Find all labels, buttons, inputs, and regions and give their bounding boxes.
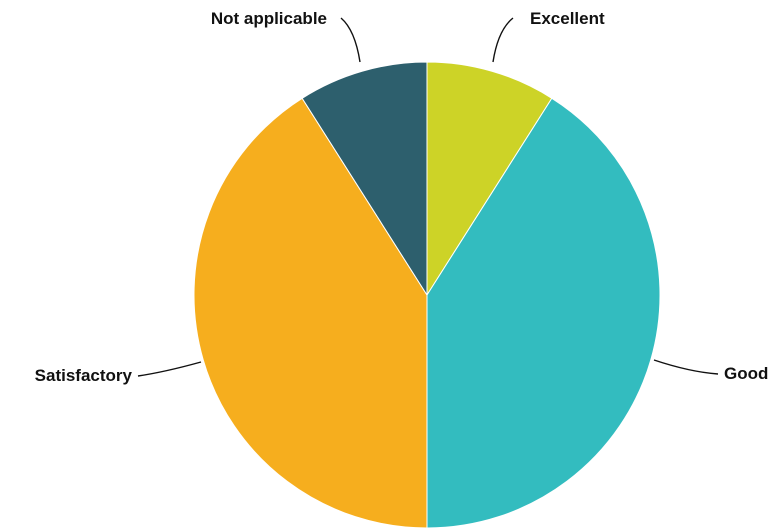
slice-label-not-applicable: Not applicable	[211, 9, 327, 28]
leader-line-satisfactory	[137, 361, 202, 377]
leader-lines	[137, 17, 719, 377]
slice-label-good: Good	[724, 364, 768, 383]
slice-labels: Excellent Good Satisfactory Not applicable	[35, 9, 769, 385]
pie-slice-excellent	[426, 61, 553, 297]
slice-label-satisfactory: Satisfactory	[35, 366, 133, 385]
pie-slice-satisfactory	[193, 97, 428, 529]
slice-label-excellent: Excellent	[530, 9, 605, 28]
leader-line-not-applicable	[340, 17, 361, 63]
pie-slice-not-applicable	[301, 61, 428, 297]
pie-slice-good	[426, 97, 661, 529]
leader-line-excellent	[492, 17, 514, 63]
pie-slices	[193, 61, 661, 529]
leader-line-good	[653, 359, 719, 375]
